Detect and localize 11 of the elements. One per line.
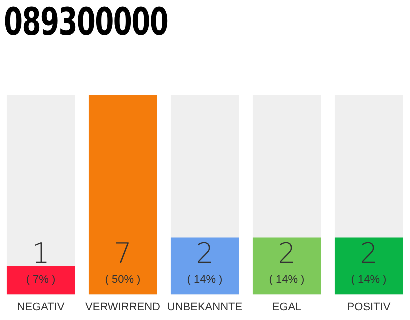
x-tick-label: NEGATIV — [17, 301, 66, 314]
data-label: 2 ( 14% ) — [351, 236, 387, 286]
chart-title: 089300000 — [4, 0, 168, 44]
x-tick-label: UNBEKANNTE — [167, 301, 243, 314]
x-tick-label: VERWIRREND — [86, 301, 161, 314]
x-tick-label: POSITIV — [347, 301, 392, 314]
data-label: 2 ( 14% ) — [269, 236, 305, 286]
data-label: 1 ( 7% ) — [26, 236, 56, 286]
data-label: 2 ( 14% ) — [187, 236, 223, 286]
x-tick-label: EGAL — [272, 301, 302, 314]
data-label: 7 ( 50% ) — [105, 236, 141, 286]
